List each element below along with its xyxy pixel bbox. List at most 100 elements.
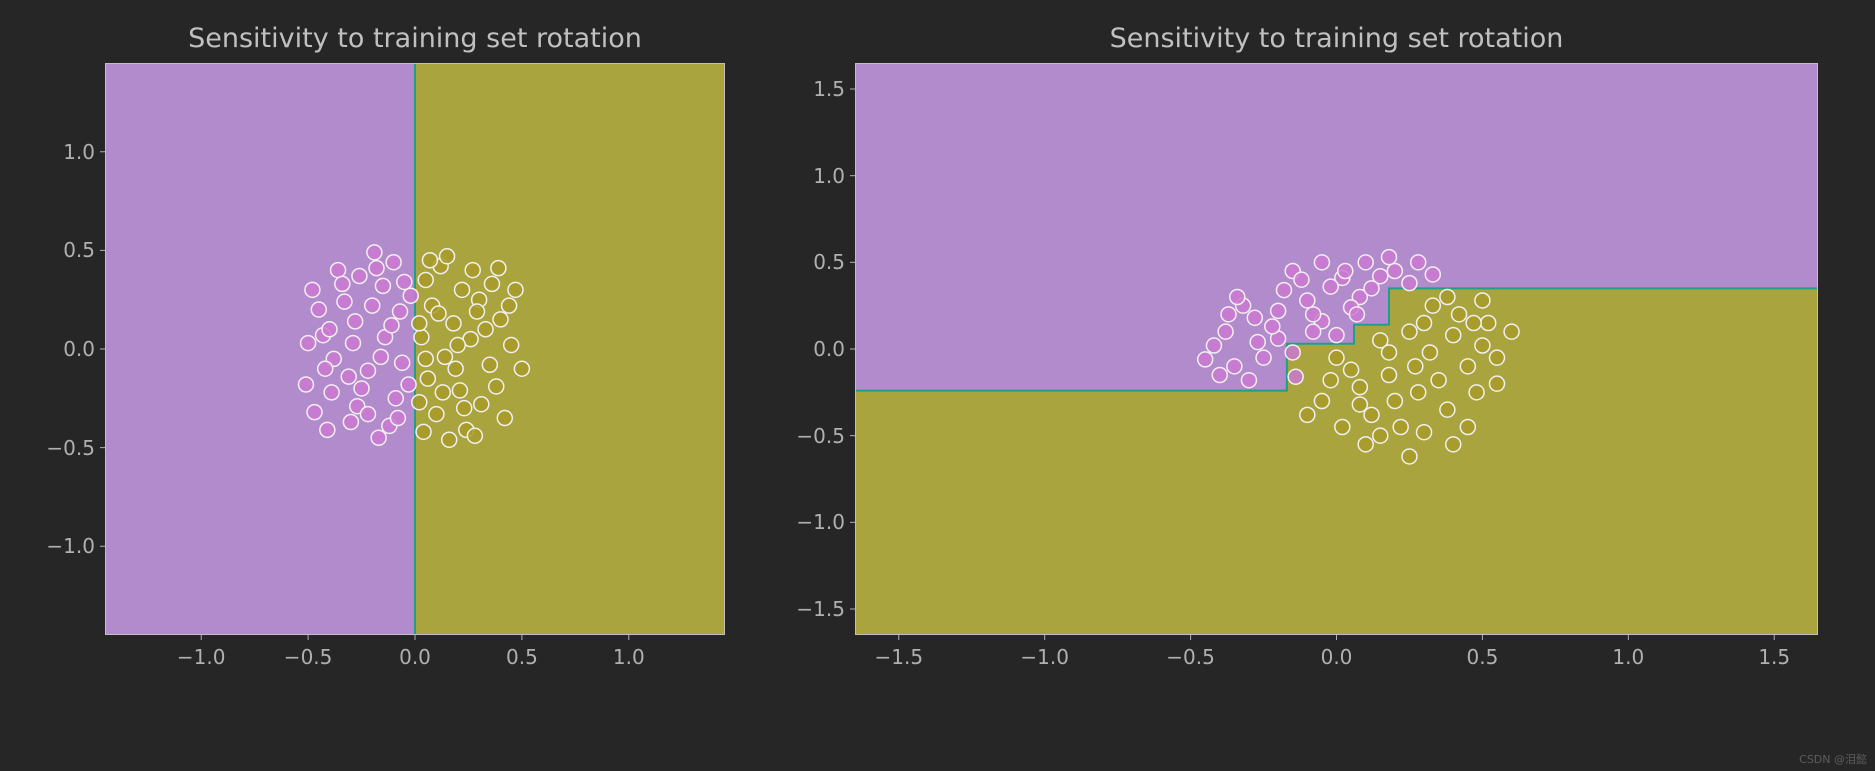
scatter-point-class1 xyxy=(1446,437,1461,452)
scatter-point-class1 xyxy=(1452,307,1467,322)
scatter-point-class0 xyxy=(367,245,382,260)
x-tick-label: 0.5 xyxy=(506,645,538,669)
scatter-point-class0 xyxy=(1349,307,1364,322)
scatter-point-class0 xyxy=(354,381,369,396)
x-tick-label: −1.0 xyxy=(1020,645,1069,669)
scatter-point-class0 xyxy=(1364,281,1379,296)
scatter-point-class0 xyxy=(1402,276,1417,291)
scatter-point-class0 xyxy=(337,294,352,309)
scatter-point-class1 xyxy=(435,385,450,400)
chart-title: Sensitivity to training set rotation xyxy=(105,23,725,54)
scatter-point-class0 xyxy=(307,405,322,420)
scatter-point-class1 xyxy=(1417,425,1432,440)
scatter-point-class1 xyxy=(1352,397,1367,412)
scatter-point-class1 xyxy=(1431,373,1446,388)
scatter-point-class0 xyxy=(1271,303,1286,318)
scatter-point-class1 xyxy=(493,312,508,327)
scatter-point-class0 xyxy=(1265,319,1280,334)
x-tick-label: 1.5 xyxy=(1758,645,1790,669)
scatter-point-class1 xyxy=(467,428,482,443)
scatter-point-class1 xyxy=(418,351,433,366)
scatter-point-class0 xyxy=(1230,290,1245,305)
scatter-point-class1 xyxy=(1490,376,1505,391)
scatter-point-class0 xyxy=(305,282,320,297)
scatter-point-class0 xyxy=(1294,272,1309,287)
x-tick-label: 0.5 xyxy=(1467,645,1499,669)
scatter-point-class1 xyxy=(1352,380,1367,395)
scatter-point-class1 xyxy=(1440,290,1455,305)
scatter-point-class1 xyxy=(450,338,465,353)
scatter-point-class0 xyxy=(346,336,361,351)
scatter-point-class1 xyxy=(465,263,480,278)
x-tick-label: −0.5 xyxy=(1166,645,1215,669)
scatter-point-class1 xyxy=(491,261,506,276)
scatter-point-class1 xyxy=(470,304,485,319)
scatter-point-class0 xyxy=(298,377,313,392)
scatter-point-class1 xyxy=(502,298,517,313)
scatter-point-class1 xyxy=(1417,316,1432,331)
scatter-point-class1 xyxy=(1373,428,1388,443)
scatter-point-class1 xyxy=(484,276,499,291)
scatter-point-class0 xyxy=(341,369,356,384)
scatter-point-class1 xyxy=(418,272,433,287)
scatter-point-class1 xyxy=(1358,437,1373,452)
scatter-point-class1 xyxy=(1475,338,1490,353)
x-tick-label: 1.0 xyxy=(1612,645,1644,669)
scatter-point-class0 xyxy=(1256,350,1271,365)
scatter-point-class0 xyxy=(1198,352,1213,367)
scatter-point-class1 xyxy=(1422,345,1437,360)
scatter-point-class0 xyxy=(1300,293,1315,308)
scatter-point-class1 xyxy=(1344,362,1359,377)
scatter-point-class0 xyxy=(373,349,388,364)
scatter-point-class1 xyxy=(431,306,446,321)
scatter-point-class0 xyxy=(348,314,363,329)
scatter-point-class0 xyxy=(403,288,418,303)
scatter-point-class0 xyxy=(1285,345,1300,360)
scatter-point-class0 xyxy=(343,414,358,429)
plot-area xyxy=(105,63,725,635)
scatter-point-class1 xyxy=(1490,350,1505,365)
scatter-point-class0 xyxy=(401,377,416,392)
y-tick-label: 0.5 xyxy=(35,238,95,262)
scatter-point-class0 xyxy=(1306,307,1321,322)
scatter-point-class1 xyxy=(1402,449,1417,464)
scatter-point-class0 xyxy=(1338,264,1353,279)
scatter-point-class0 xyxy=(360,407,375,422)
scatter-point-class1 xyxy=(1460,359,1475,374)
scatter-point-class1 xyxy=(1411,385,1426,400)
scatter-point-class0 xyxy=(335,276,350,291)
y-tick-label: −0.5 xyxy=(35,436,95,460)
scatter-point-class1 xyxy=(1460,420,1475,435)
scatter-point-class1 xyxy=(514,361,529,376)
y-tick-label: 0.0 xyxy=(35,337,95,361)
scatter-point-class0 xyxy=(1387,264,1402,279)
x-tick-label: 0.0 xyxy=(1321,645,1353,669)
scatter-point-class0 xyxy=(1241,373,1256,388)
y-tick-label: −1.5 xyxy=(785,597,845,621)
scatter-point-class1 xyxy=(1335,420,1350,435)
scatter-point-class0 xyxy=(1218,324,1233,339)
scatter-point-class0 xyxy=(301,336,316,351)
scatter-point-class1 xyxy=(412,316,427,331)
scatter-point-class1 xyxy=(1323,373,1338,388)
scatter-point-class1 xyxy=(448,361,463,376)
scatter-point-class1 xyxy=(412,395,427,410)
scatter-point-class1 xyxy=(1481,316,1496,331)
scatter-point-class0 xyxy=(369,261,384,276)
y-tick-label: 1.0 xyxy=(785,164,845,188)
x-tick-label: −1.5 xyxy=(874,645,923,669)
subplot-1: Sensitivity to training set rotation−1.5… xyxy=(855,63,1818,635)
scatter-point-class1 xyxy=(474,397,489,412)
scatter-point-class1 xyxy=(1446,328,1461,343)
scatter-point-class0 xyxy=(1227,359,1242,374)
scatter-point-class0 xyxy=(311,302,326,317)
scatter-point-class0 xyxy=(393,304,408,319)
scatter-point-class1 xyxy=(478,322,493,337)
scatter-point-class0 xyxy=(384,318,399,333)
y-tick-label: −0.5 xyxy=(785,424,845,448)
scatter-point-class0 xyxy=(360,363,375,378)
figure-container: CSDN @泪懿 Sensitivity to training set rot… xyxy=(0,0,1875,771)
scatter-point-class0 xyxy=(371,430,386,445)
scatter-point-class0 xyxy=(1358,255,1373,270)
scatter-point-class0 xyxy=(1314,255,1329,270)
